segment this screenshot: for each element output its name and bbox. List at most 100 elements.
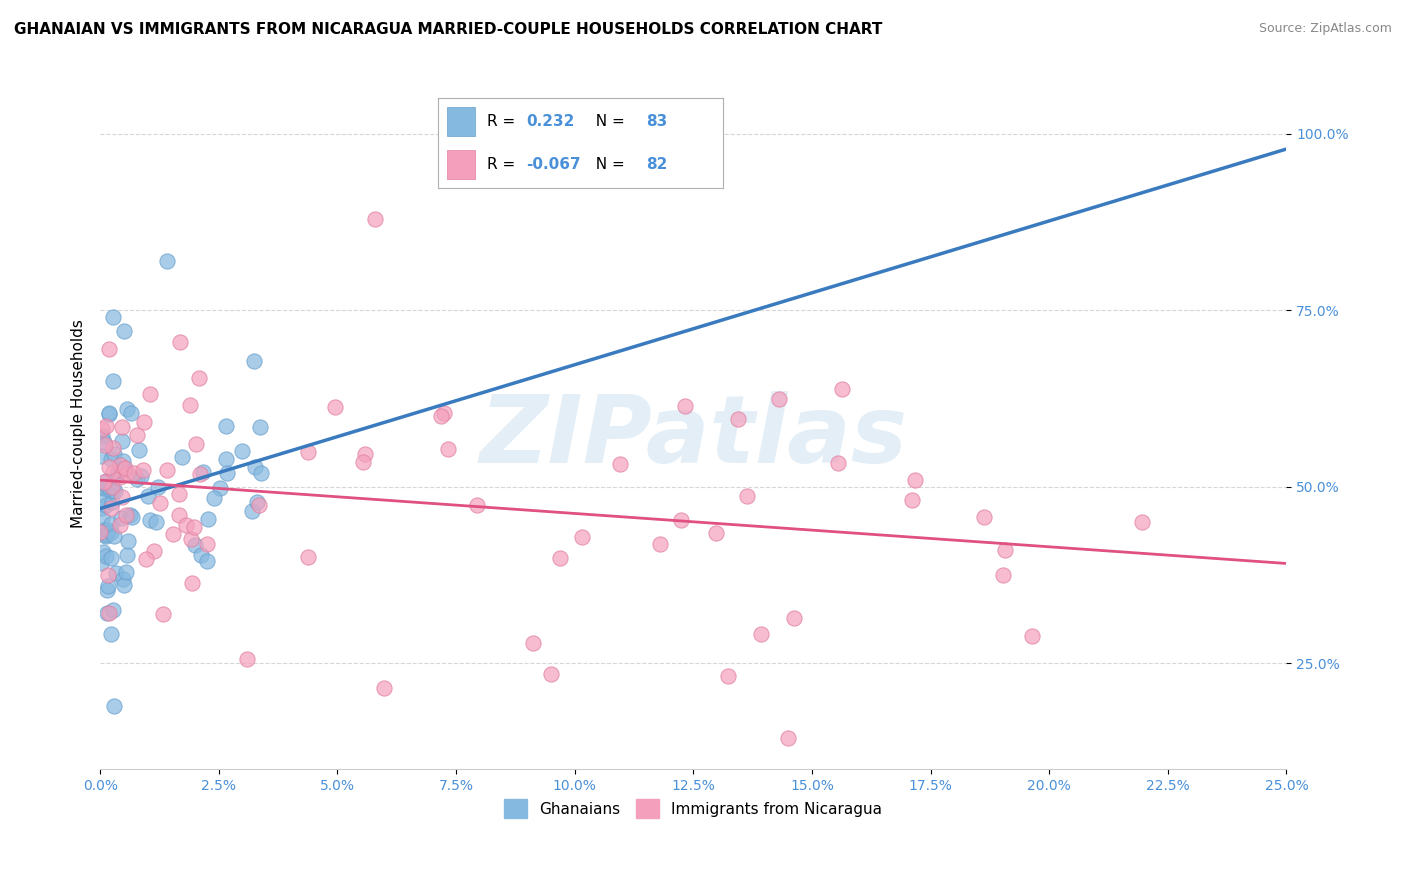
Point — [184, 437, 207, 451]
Point — [243, 459, 266, 474]
Point — [373, 681, 395, 695]
Point — [103, 447, 125, 461]
Point — [143, 544, 166, 558]
Point — [749, 626, 772, 640]
Point — [114, 461, 136, 475]
Point — [146, 480, 169, 494]
Point — [132, 416, 155, 430]
Point — [246, 495, 269, 509]
Point — [768, 392, 790, 406]
Point — [91, 545, 114, 559]
Point — [101, 495, 124, 509]
Point — [900, 492, 922, 507]
Point — [94, 418, 117, 433]
Point — [179, 399, 201, 413]
Point — [100, 517, 122, 532]
Point — [136, 489, 159, 503]
Point — [97, 343, 120, 357]
Point — [243, 354, 266, 368]
Point — [100, 501, 122, 516]
Point — [112, 324, 135, 338]
Point — [704, 525, 727, 540]
Point — [149, 496, 172, 510]
Point — [247, 498, 270, 512]
Point — [170, 450, 193, 465]
Point — [550, 551, 572, 566]
Point — [97, 407, 120, 421]
Point — [98, 606, 121, 620]
Point — [167, 508, 190, 522]
Point — [249, 466, 271, 480]
Point — [181, 576, 204, 591]
Point — [783, 611, 806, 625]
Point — [117, 533, 139, 548]
Point — [162, 527, 184, 541]
Point — [101, 310, 124, 325]
Text: GHANAIAN VS IMMIGRANTS FROM NICARAGUA MARRIED-COUPLE HOUSEHOLDS CORRELATION CHAR: GHANAIAN VS IMMIGRANTS FROM NICARAGUA MA… — [14, 22, 883, 37]
Point — [1130, 516, 1153, 530]
Point — [110, 470, 132, 484]
Point — [195, 554, 218, 568]
Point — [156, 463, 179, 477]
Point — [183, 520, 205, 534]
Point — [249, 420, 271, 434]
Point — [904, 473, 927, 487]
Point — [100, 452, 122, 467]
Point — [323, 400, 346, 414]
Point — [429, 409, 451, 423]
Point — [89, 524, 111, 539]
Point — [103, 698, 125, 713]
Point — [101, 479, 124, 493]
Point — [120, 406, 142, 420]
Point — [437, 442, 460, 456]
Point — [433, 406, 456, 420]
Point — [105, 566, 128, 581]
Point — [973, 510, 995, 524]
Point — [827, 456, 849, 470]
Point — [187, 371, 209, 385]
Point — [139, 386, 162, 401]
Point — [93, 528, 115, 542]
Point — [155, 254, 177, 268]
Point — [993, 568, 1015, 582]
Point — [114, 578, 136, 592]
Point — [128, 443, 150, 458]
Point — [735, 489, 758, 503]
Point — [240, 504, 263, 518]
Point — [673, 399, 696, 413]
Point — [145, 515, 167, 529]
Point — [214, 418, 236, 433]
Point — [152, 607, 174, 622]
Y-axis label: Married-couple Households: Married-couple Households — [72, 319, 86, 528]
Point — [96, 606, 118, 620]
Point — [117, 548, 139, 562]
Point — [115, 566, 138, 580]
Point — [117, 466, 139, 480]
Point — [104, 483, 127, 498]
Legend: Ghanaians, Immigrants from Nicaragua: Ghanaians, Immigrants from Nicaragua — [498, 793, 889, 824]
Point — [122, 466, 145, 480]
Point — [364, 211, 387, 226]
Point — [297, 445, 319, 459]
Point — [540, 667, 562, 681]
Point — [183, 538, 205, 552]
Point — [167, 487, 190, 501]
Point — [93, 523, 115, 537]
Point — [193, 465, 215, 479]
Point — [994, 543, 1017, 558]
Point — [231, 444, 253, 458]
Point — [465, 498, 488, 512]
Point — [778, 731, 800, 745]
Point — [522, 636, 544, 650]
Point — [125, 472, 148, 486]
Point — [648, 536, 671, 550]
Point — [93, 493, 115, 508]
Point — [93, 475, 115, 490]
Point — [236, 651, 259, 665]
Point — [97, 567, 120, 582]
Point — [100, 551, 122, 566]
Point — [94, 529, 117, 543]
Point — [169, 334, 191, 349]
Point — [90, 556, 112, 570]
Point — [111, 490, 134, 504]
